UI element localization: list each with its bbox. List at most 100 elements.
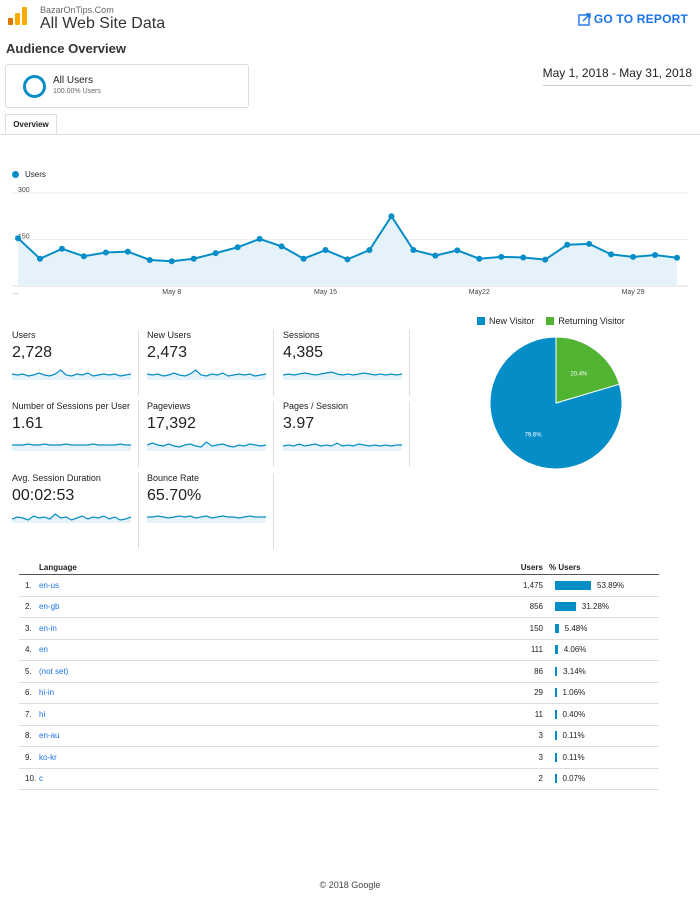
row-users: 1,475 xyxy=(483,574,549,597)
row-pct-bar xyxy=(555,623,559,633)
row-rank: 9. xyxy=(19,746,39,769)
table-row: 4. en 111 4.06% xyxy=(19,639,659,661)
metric-card[interactable]: Sessions 4,385 xyxy=(283,330,410,396)
row-pct-bar xyxy=(555,709,557,719)
metric-value: 2,728 xyxy=(12,344,53,361)
row-pct-cell: 0.11% xyxy=(549,725,659,747)
row-language-link[interactable]: c xyxy=(39,768,483,790)
row-language-link[interactable]: ko-kr xyxy=(39,746,483,769)
users-data-point xyxy=(674,254,680,261)
users-data-point xyxy=(190,255,197,262)
analytics-logo xyxy=(8,7,27,25)
row-pct-bar xyxy=(555,731,557,741)
metric-label: Pages / Session xyxy=(283,401,349,411)
row-users: 3 xyxy=(483,725,549,747)
table-row: 6. hi-in 29 1.06% xyxy=(19,682,659,704)
row-pct-cell: 0.11% xyxy=(549,746,659,769)
users-data-point xyxy=(520,254,527,261)
users-data-point xyxy=(322,247,329,254)
row-pct-bar xyxy=(555,688,557,698)
metric-label: Pageviews xyxy=(147,401,191,411)
metric-label: Number of Sessions per User xyxy=(12,401,131,411)
row-pct: 0.11% xyxy=(562,731,585,741)
row-users: 111 xyxy=(483,639,549,661)
metric-card[interactable]: Pageviews 17,392 xyxy=(147,401,274,467)
users-data-point xyxy=(234,244,241,251)
table-row: 8. en-au 3 0.11% xyxy=(19,725,659,747)
row-rank: 1. xyxy=(19,574,39,597)
pie-slice-label: 79.6% xyxy=(525,433,543,439)
row-language-link[interactable]: en-us xyxy=(39,574,483,597)
row-language-link[interactable]: en-au xyxy=(39,725,483,747)
metric-card[interactable]: Bounce Rate 65.70% xyxy=(147,473,274,549)
metric-card[interactable]: Users 2,728 xyxy=(12,330,139,396)
row-pct-bar xyxy=(555,645,558,655)
metric-value: 00:02:53 xyxy=(12,487,75,504)
date-range[interactable]: May 1, 2018 - May 31, 2018 xyxy=(542,66,692,86)
row-language-link[interactable]: en xyxy=(39,639,483,661)
row-rank: 10. xyxy=(19,768,39,790)
metric-value: 65.70% xyxy=(147,487,202,504)
go-to-report-link[interactable]: GO TO REPORT xyxy=(578,12,688,26)
go-to-report-label: GO TO REPORT xyxy=(593,12,688,26)
table-row: 7. hi 11 0.40% xyxy=(19,703,659,726)
pie-slice xyxy=(555,336,620,404)
metric-sparkline xyxy=(12,369,132,380)
table-row: 1. en-us 1,475 53.89% xyxy=(19,574,659,597)
metric-sparkline xyxy=(147,515,266,523)
segment-percent: 100.00% Users xyxy=(53,88,101,95)
metric-label: Bounce Rate xyxy=(147,473,200,483)
metric-label: Users xyxy=(12,330,36,340)
row-pct-bar xyxy=(555,752,557,762)
site-url: BazarOnTips.Com xyxy=(40,5,114,15)
x-tick-label: May 15 xyxy=(314,289,337,296)
row-rank: 5. xyxy=(19,660,39,683)
row-language-link[interactable]: en-in xyxy=(39,617,483,640)
users-data-point xyxy=(476,255,483,262)
row-language-link[interactable]: hi xyxy=(39,703,483,726)
row-pct: 4.06% xyxy=(563,645,587,655)
row-users: 2 xyxy=(483,768,549,790)
users-data-point xyxy=(58,245,65,252)
metric-card[interactable]: Avg. Session Duration 00:02:53 xyxy=(12,473,139,549)
tab-overview[interactable]: Overview xyxy=(5,114,57,135)
table-row: 5. (not set) 86 3.14% xyxy=(19,660,659,683)
metric-label: Sessions xyxy=(283,330,320,340)
row-users: 150 xyxy=(483,617,549,640)
row-pct-cell: 31.28% xyxy=(549,596,659,618)
row-language-link[interactable]: hi-in xyxy=(39,682,483,704)
segment-card[interactable]: All Users 100.00% Users xyxy=(5,64,249,108)
table-row: 10. c 2 0.07% xyxy=(19,768,659,790)
header-users: Users xyxy=(483,561,549,575)
users-data-point xyxy=(344,256,351,263)
pie-legend-new: New Visitor xyxy=(477,316,534,326)
metric-label: New Users xyxy=(147,330,192,340)
users-data-point xyxy=(80,253,87,260)
metric-card[interactable]: Pages / Session 3.97 xyxy=(283,401,410,467)
metric-card[interactable]: New Users 2,473 xyxy=(147,330,274,396)
pie-legend-returning: Returning Visitor xyxy=(546,316,625,326)
table-row: 2. en-gb 856 31.28% xyxy=(19,596,659,618)
x-tick-label: May 29 xyxy=(622,289,645,296)
language-table: Language Users % Users 1. en-us 1,475 53.89… xyxy=(19,561,659,790)
metric-value: 1.61 xyxy=(12,415,44,432)
users-data-point xyxy=(256,235,263,242)
metric-card[interactable]: Number of Sessions per User 1.61 xyxy=(12,401,139,467)
metric-sparkline xyxy=(12,443,131,451)
row-pct-bar xyxy=(555,666,558,676)
metric-value: 3.97 xyxy=(283,415,315,432)
row-users: 29 xyxy=(483,682,549,704)
row-rank: 2. xyxy=(19,596,39,618)
page-title: Audience Overview xyxy=(6,41,126,56)
metric-sparkline xyxy=(283,371,403,380)
users-data-point xyxy=(388,213,395,220)
row-language-link[interactable]: (not set) xyxy=(39,660,483,683)
users-legend-swatch xyxy=(12,171,19,178)
row-language-link[interactable]: en-gb xyxy=(39,596,483,618)
row-users: 856 xyxy=(483,596,549,618)
row-pct-cell: 0.40% xyxy=(549,703,659,726)
new-visitor-swatch xyxy=(477,317,485,325)
row-rank: 8. xyxy=(19,725,39,747)
row-pct-cell: 1.06% xyxy=(549,682,659,704)
row-pct: 31.28% xyxy=(581,602,610,612)
